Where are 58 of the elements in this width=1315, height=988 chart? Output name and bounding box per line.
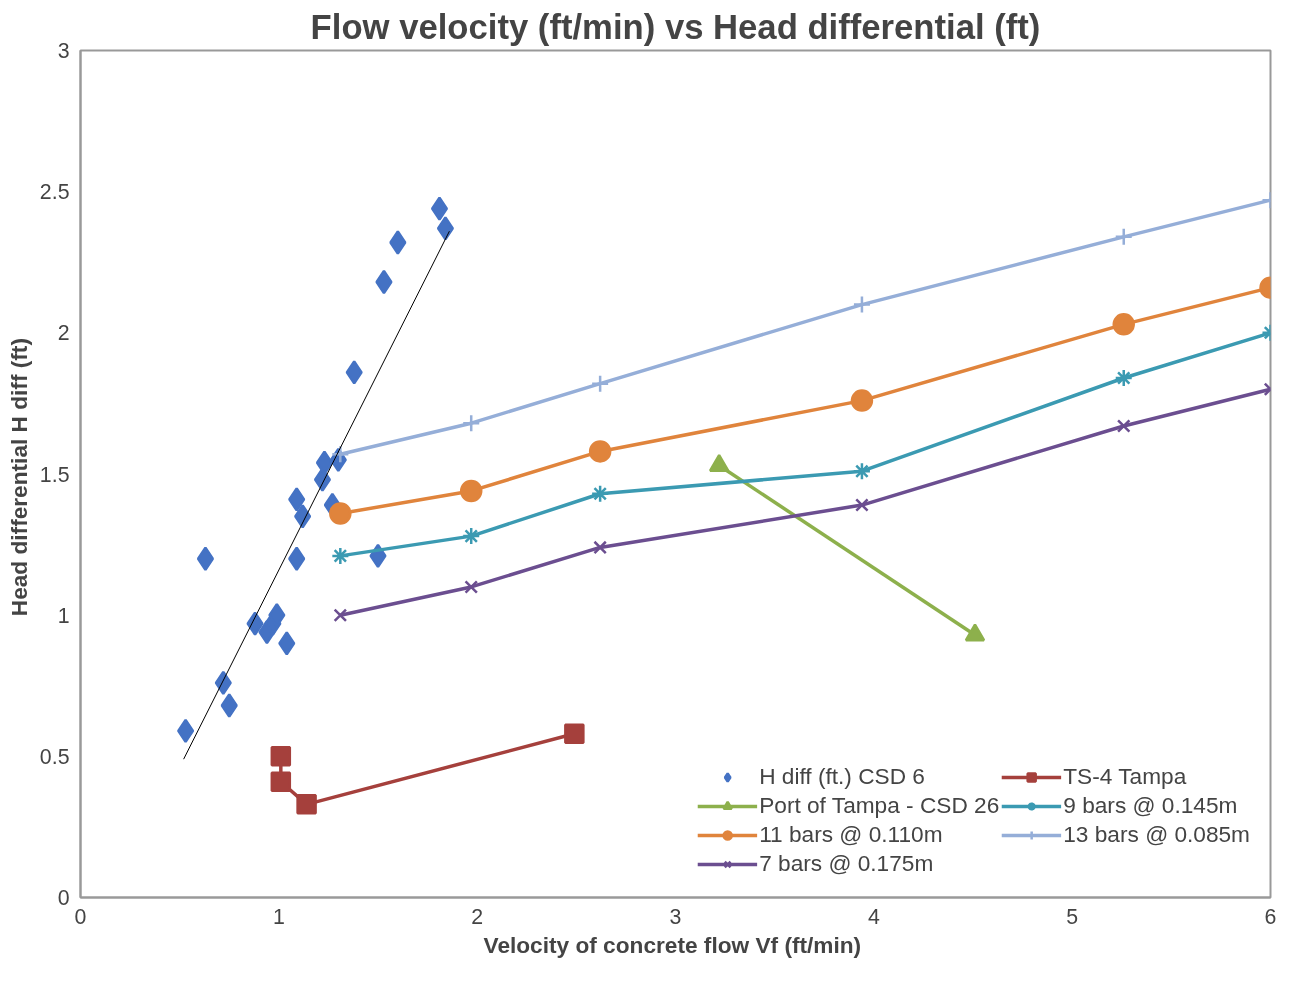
point	[196, 546, 215, 571]
x-tick-label: 5	[1066, 904, 1079, 929]
y-tick-label: 1	[57, 603, 70, 628]
point	[436, 216, 455, 241]
x-tick-label: 1	[272, 904, 285, 929]
point	[593, 540, 608, 555]
y-tick-label: 3	[57, 39, 70, 63]
point	[852, 295, 872, 314]
point	[278, 631, 296, 656]
y-tick-label: 0.5	[39, 744, 70, 769]
point	[294, 504, 312, 529]
point	[464, 580, 479, 594]
point	[590, 484, 610, 504]
point	[855, 498, 869, 512]
point	[288, 487, 306, 512]
y-tick-label: 1.5	[39, 462, 70, 487]
chart-title: Flow velocity (ft/min) vs Head differential (ft)	[310, 7, 1041, 46]
legend-label: 13 bars @ 0.085m	[1063, 821, 1250, 848]
legend-label: H diff (ft.) CSD 6	[759, 763, 925, 790]
y-tick-label: 2	[57, 321, 70, 346]
point	[329, 502, 352, 525]
point	[288, 546, 306, 571]
x-tick-label: 0	[74, 904, 87, 929]
legend-label: 7 bars @ 0.175m	[759, 850, 934, 877]
point	[852, 461, 872, 481]
y-axis-title: Head differential H diff (ft)	[5, 338, 32, 617]
point	[564, 723, 585, 744]
x-tick-label: 4	[867, 904, 880, 929]
point	[345, 360, 363, 385]
y-tick-label: 0	[57, 886, 70, 910]
point	[1114, 368, 1133, 388]
point	[459, 479, 483, 503]
x-tick-label: 2	[471, 904, 484, 929]
point	[590, 374, 610, 393]
point	[389, 230, 407, 255]
legend-label: 11 bars @ 0.110m	[759, 821, 943, 848]
point	[430, 196, 449, 221]
point	[270, 746, 292, 767]
legend-label: 9 bars @ 0.145m	[1063, 792, 1238, 819]
legend-label: Port of Tampa - CSD 26	[759, 792, 1000, 819]
point	[315, 450, 334, 475]
point	[220, 693, 238, 718]
x-axis-title: Velocity of concrete flow Vf (ft/min)	[483, 931, 862, 958]
point	[461, 526, 481, 546]
legend-label: TS-4 Tampa	[1063, 763, 1187, 790]
point	[850, 389, 874, 412]
point	[1112, 313, 1135, 336]
point	[1116, 419, 1131, 433]
point	[461, 413, 481, 433]
point	[296, 794, 317, 815]
point	[1114, 227, 1133, 247]
x-tick-label: 3	[669, 904, 682, 929]
point	[331, 546, 350, 566]
point	[588, 440, 612, 463]
y-tick-label: 2.5	[39, 180, 70, 205]
point	[333, 608, 348, 623]
point	[270, 771, 292, 792]
x-tick-label: 6	[1264, 904, 1277, 929]
